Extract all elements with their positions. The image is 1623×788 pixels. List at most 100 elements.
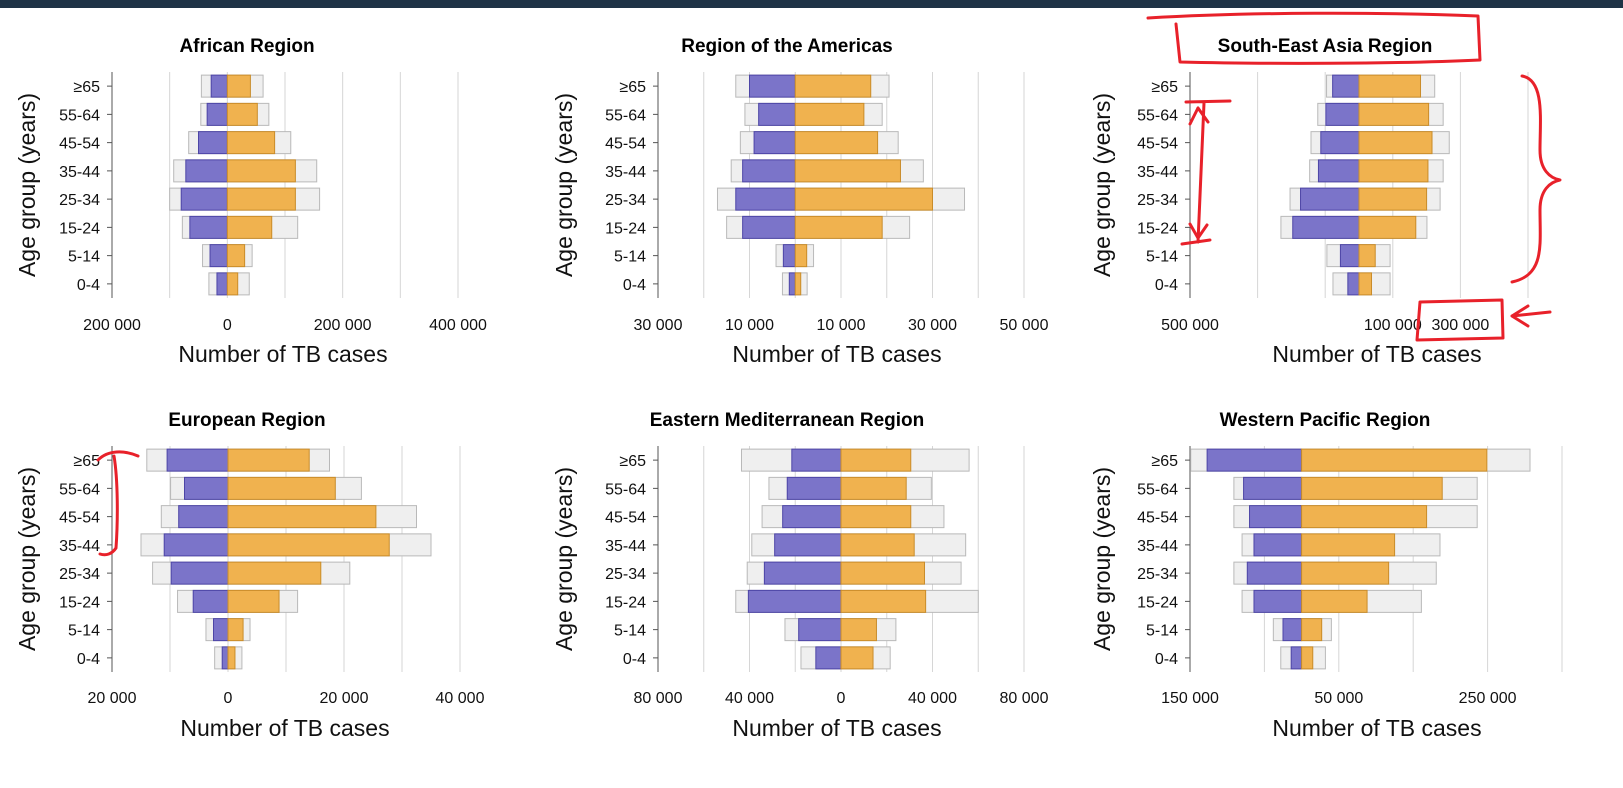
male-bar — [206, 102, 228, 126]
female-bar — [840, 533, 915, 557]
y-tick-label: 35-44 — [59, 164, 100, 181]
male-bar — [210, 74, 228, 98]
y-tick-label: 15-24 — [1137, 594, 1178, 611]
female-bar — [840, 448, 912, 472]
x-tick-label: 150 000 — [1161, 690, 1219, 707]
female-bar — [840, 561, 925, 585]
y-tick-label: ≥65 — [73, 453, 100, 470]
male-bar — [782, 244, 796, 268]
male-bar — [213, 618, 229, 642]
male-bar — [192, 589, 229, 613]
y-tick-label: 45-54 — [59, 510, 100, 527]
panel-title: African Region — [179, 36, 314, 57]
female-bar — [227, 618, 244, 642]
male-bar — [742, 159, 796, 183]
male-bar — [798, 618, 842, 642]
y-tick-label: ≥65 — [1151, 453, 1178, 470]
x-tick-label: 40 000 — [436, 690, 485, 707]
male-bar — [1249, 505, 1303, 529]
male-bar — [1347, 272, 1360, 296]
y-tick-label: 5-14 — [1146, 249, 1178, 266]
x-axis-label: Number of TB cases — [180, 715, 389, 741]
male-bar — [791, 448, 842, 472]
x-tick-label: 40 000 — [725, 690, 774, 707]
y-tick-label: 0-4 — [623, 277, 646, 294]
female-bar — [226, 159, 296, 183]
y-tick-label: 0-4 — [623, 651, 646, 668]
y-tick-label: 25-34 — [59, 192, 100, 209]
female-bar — [1358, 215, 1417, 239]
y-tick-label: 55-64 — [1137, 481, 1178, 498]
female-bar — [226, 102, 258, 126]
male-bar — [788, 272, 796, 296]
male-bar — [774, 533, 842, 557]
x-tick-label: 30 000 — [634, 317, 683, 334]
x-axis-label: Number of TB cases — [1272, 715, 1481, 741]
female-bar — [226, 187, 296, 211]
annotation-title-box — [1146, 11, 1482, 65]
male-bar — [178, 505, 229, 529]
male-bar — [1282, 618, 1303, 642]
female-bar — [794, 159, 901, 183]
y-tick-label: 25-34 — [605, 566, 646, 583]
y-tick-label: 5-14 — [614, 623, 646, 640]
x-tick-label: 80 000 — [1000, 690, 1049, 707]
x-tick-label: 300 000 — [1431, 317, 1489, 334]
x-tick-label: 0 — [223, 317, 232, 334]
x-tick-label: 10 000 — [817, 317, 866, 334]
y-tick-label: 25-34 — [605, 192, 646, 209]
female-bar — [1301, 561, 1390, 585]
female-bar — [226, 272, 239, 296]
panel-1: 0-4 5-14 15-24 25-34 35-44 45-54 55-64 ≥65 200 0… — [14, 36, 487, 367]
male-bar — [753, 131, 796, 155]
female-bar — [794, 187, 933, 211]
y-tick-label: 35-44 — [605, 164, 646, 181]
y-tick-label: 45-54 — [59, 136, 100, 153]
male-bar — [749, 74, 796, 98]
panel-5: 0-4 5-14 15-24 25-34 35-44 45-54 55-64 ≥65 80 00… — [551, 410, 1049, 741]
y-tick-label: 0-4 — [77, 651, 100, 668]
female-bar — [226, 215, 273, 239]
female-bar — [840, 476, 907, 500]
female-bar — [227, 589, 280, 613]
female-bar — [1301, 448, 1488, 472]
male-bar — [782, 505, 842, 529]
y-axis-label: Age group (years) — [551, 467, 577, 651]
female-bar — [226, 131, 276, 155]
y-tick-label: 35-44 — [59, 538, 100, 555]
x-tick-label: 200 000 — [83, 317, 141, 334]
y-tick-label: 25-34 — [1137, 566, 1178, 583]
x-tick-label: 20 000 — [88, 690, 137, 707]
y-tick-label: 0-4 — [1155, 277, 1178, 294]
female-bar — [840, 646, 874, 670]
panel-title: Western Pacific Region — [1220, 410, 1431, 431]
male-bar — [1339, 244, 1360, 268]
male-bar — [189, 215, 228, 239]
female-bar — [794, 215, 883, 239]
male-bar — [163, 533, 229, 557]
annotation-arrow — [1180, 99, 1232, 246]
x-tick-label: 50 000 — [1314, 690, 1363, 707]
panel-title: Eastern Mediterranean Region — [650, 410, 925, 431]
male-bar — [1320, 131, 1360, 155]
x-tick-label: 50 000 — [1000, 317, 1049, 334]
y-tick-label: 35-44 — [605, 538, 646, 555]
y-tick-label: 5-14 — [614, 249, 646, 266]
x-tick-label: 10 000 — [725, 317, 774, 334]
y-tick-label: 55-64 — [605, 107, 646, 124]
y-axis-label: Age group (years) — [14, 467, 40, 651]
male-bar — [1332, 74, 1360, 98]
annotation-brace — [1510, 74, 1562, 284]
y-tick-label: 45-54 — [605, 510, 646, 527]
female-bar — [226, 74, 251, 98]
male-bar — [1290, 646, 1303, 670]
male-bar — [815, 646, 842, 670]
female-bar — [1358, 159, 1429, 183]
x-tick-label: 200 000 — [314, 317, 372, 334]
y-axis-label: Age group (years) — [1089, 93, 1115, 277]
x-tick-label: 100 000 — [1364, 317, 1422, 334]
y-tick-label: 0-4 — [77, 277, 100, 294]
y-axis-label: Age group (years) — [551, 93, 577, 277]
y-tick-label: 5-14 — [1146, 623, 1178, 640]
x-tick-label: 0 — [837, 690, 846, 707]
